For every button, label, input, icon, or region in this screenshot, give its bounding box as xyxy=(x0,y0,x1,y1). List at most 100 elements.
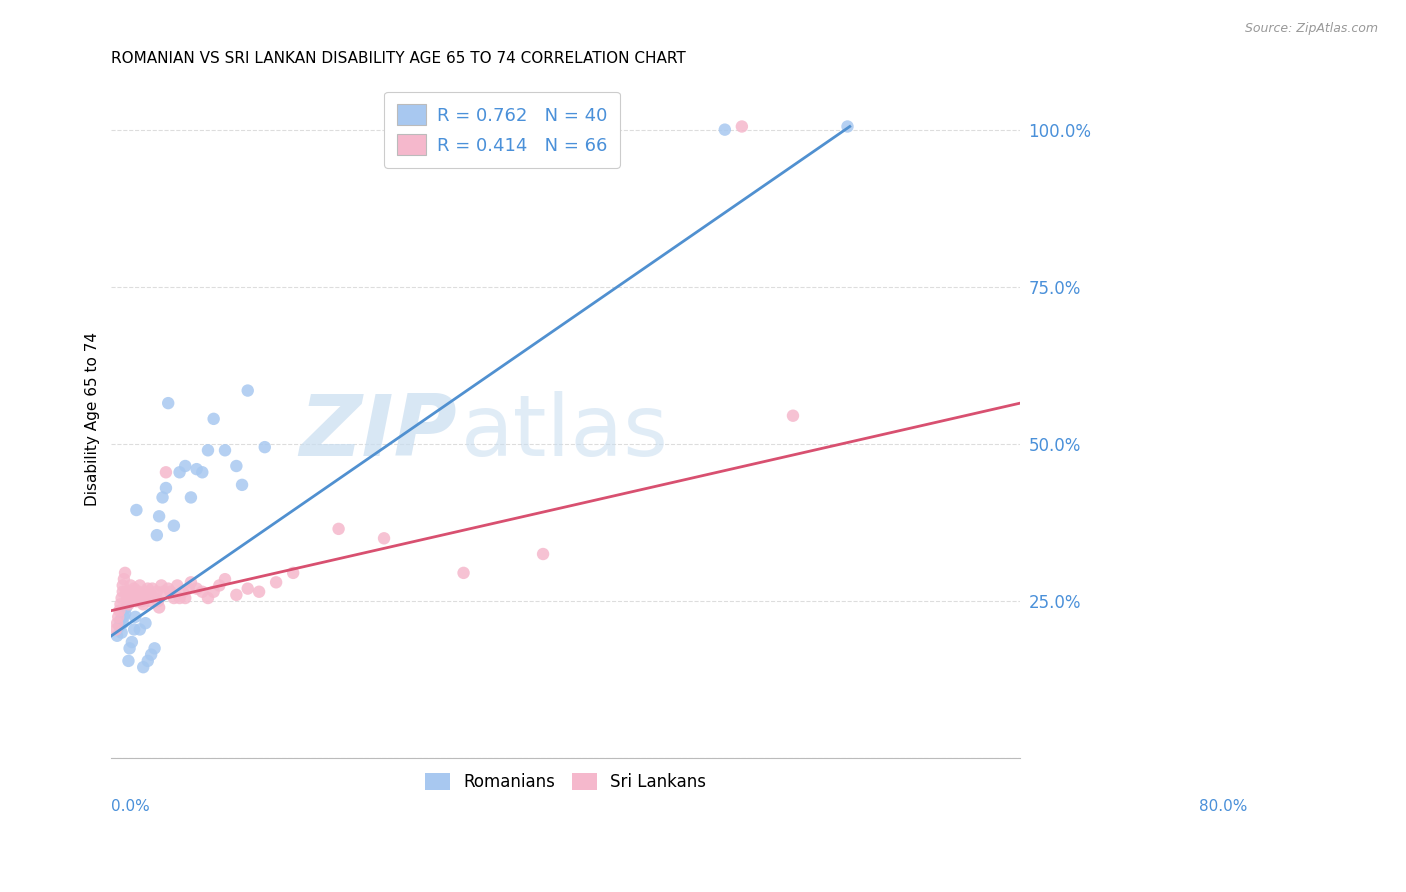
Point xyxy=(118,641,141,656)
Point xyxy=(186,462,208,476)
Point xyxy=(155,465,177,479)
Point xyxy=(124,610,146,624)
Point xyxy=(174,591,197,605)
Point xyxy=(155,481,177,495)
Point xyxy=(104,623,127,637)
Point xyxy=(135,584,157,599)
Point xyxy=(453,566,475,580)
Point xyxy=(531,547,554,561)
Point xyxy=(112,572,135,586)
Point xyxy=(124,588,146,602)
Point xyxy=(117,654,139,668)
Point xyxy=(186,582,208,596)
Point xyxy=(169,591,191,605)
Point xyxy=(128,578,150,592)
Point xyxy=(118,591,141,605)
Point xyxy=(111,591,134,605)
Point xyxy=(131,594,153,608)
Point xyxy=(146,584,169,599)
Point xyxy=(163,518,186,533)
Point xyxy=(122,591,145,605)
Point xyxy=(264,575,287,590)
Point xyxy=(117,597,139,611)
Text: Source: ZipAtlas.com: Source: ZipAtlas.com xyxy=(1244,22,1378,36)
Point xyxy=(172,584,194,599)
Point xyxy=(136,582,159,596)
Point xyxy=(283,566,305,580)
Point xyxy=(225,458,247,473)
Point xyxy=(111,625,134,640)
Point xyxy=(782,409,804,423)
Point xyxy=(157,396,180,410)
Point xyxy=(159,584,181,599)
Point xyxy=(214,443,236,458)
Point xyxy=(128,584,150,599)
Point xyxy=(107,610,129,624)
Point xyxy=(157,582,180,596)
Point xyxy=(253,440,276,454)
Point xyxy=(132,597,155,611)
Point xyxy=(114,607,136,621)
Point xyxy=(837,120,859,134)
Point xyxy=(128,623,150,637)
Point xyxy=(236,582,259,596)
Point xyxy=(134,591,156,605)
Point xyxy=(125,594,148,608)
Y-axis label: Disability Age 65 to 74: Disability Age 65 to 74 xyxy=(86,332,100,506)
Point xyxy=(132,660,155,674)
Point xyxy=(146,528,169,542)
Point xyxy=(373,531,395,545)
Point xyxy=(115,584,138,599)
Point xyxy=(110,597,132,611)
Point xyxy=(136,654,159,668)
Point xyxy=(121,584,143,599)
Point xyxy=(180,491,202,505)
Point xyxy=(111,584,134,599)
Point xyxy=(141,588,163,602)
Point xyxy=(115,600,138,615)
Point xyxy=(214,572,236,586)
Point xyxy=(180,575,202,590)
Point xyxy=(125,503,148,517)
Text: 0.0%: 0.0% xyxy=(111,799,150,814)
Point xyxy=(148,509,170,524)
Point xyxy=(152,491,174,505)
Point xyxy=(714,122,737,136)
Text: atlas: atlas xyxy=(461,391,669,474)
Point xyxy=(141,582,163,596)
Point xyxy=(150,578,173,592)
Point xyxy=(127,591,149,605)
Point xyxy=(122,582,145,596)
Point xyxy=(148,600,170,615)
Point xyxy=(143,641,166,656)
Point xyxy=(225,588,247,602)
Point xyxy=(169,465,191,479)
Text: ROMANIAN VS SRI LANKAN DISABILITY AGE 65 TO 74 CORRELATION CHART: ROMANIAN VS SRI LANKAN DISABILITY AGE 65… xyxy=(111,51,686,66)
Point xyxy=(177,582,200,596)
Point xyxy=(105,629,128,643)
Point xyxy=(247,584,270,599)
Point xyxy=(117,591,139,605)
Point xyxy=(197,443,219,458)
Point xyxy=(120,578,142,592)
Point xyxy=(208,578,231,592)
Point xyxy=(129,588,152,602)
Point xyxy=(121,635,143,649)
Point xyxy=(138,588,160,602)
Point xyxy=(105,616,128,631)
Text: 80.0%: 80.0% xyxy=(1199,799,1247,814)
Legend: Romanians, Sri Lankans: Romanians, Sri Lankans xyxy=(419,766,713,797)
Point xyxy=(108,604,131,618)
Point xyxy=(163,591,186,605)
Point xyxy=(146,594,169,608)
Point xyxy=(134,616,156,631)
Point xyxy=(114,566,136,580)
Point xyxy=(202,584,225,599)
Point xyxy=(202,412,225,426)
Point xyxy=(112,610,135,624)
Point xyxy=(191,584,214,599)
Point xyxy=(152,584,174,599)
Text: ZIP: ZIP xyxy=(299,391,457,474)
Point xyxy=(174,458,197,473)
Point xyxy=(122,623,145,637)
